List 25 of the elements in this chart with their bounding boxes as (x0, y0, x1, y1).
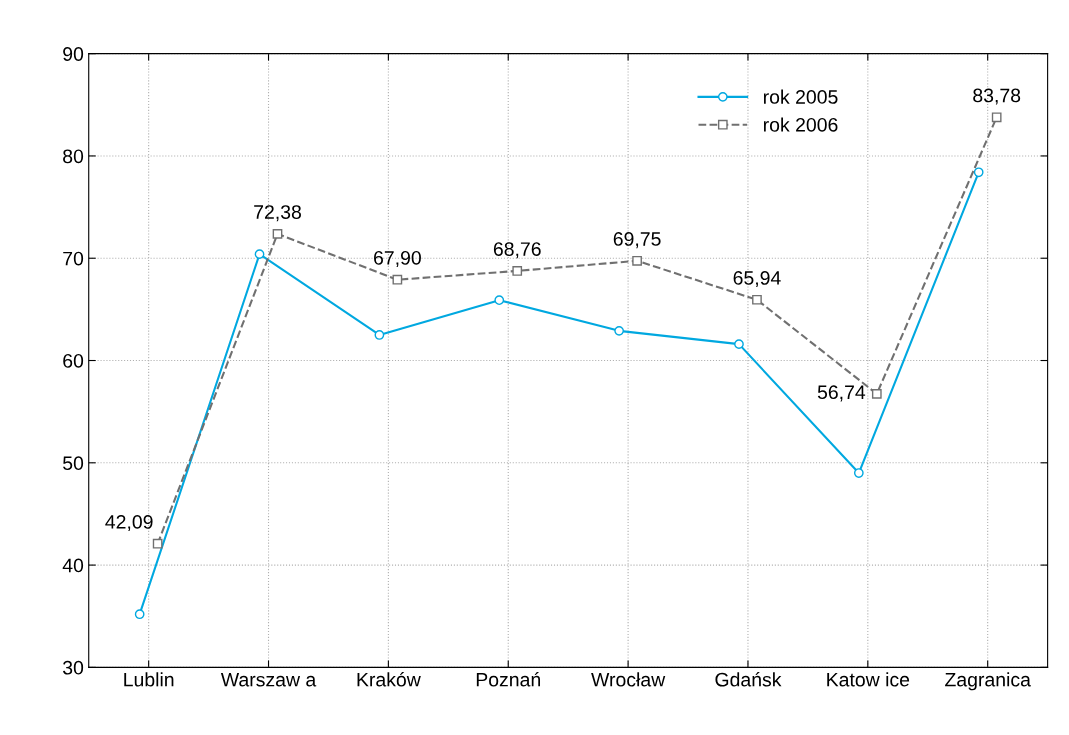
data-label: 69,75 (613, 232, 661, 249)
y-tick-label: 50 (63, 456, 84, 471)
y-tick-label: 90 (63, 47, 84, 61)
data-label: 68,76 (493, 242, 541, 259)
x-tick-label: Lublin (124, 672, 174, 687)
legend-label: rok 2006 (763, 117, 838, 132)
data-label: 42,09 (105, 514, 153, 532)
data-label: 65,94 (733, 271, 781, 288)
data-label: 83,78 (973, 88, 1021, 105)
y-tick-label: 40 (62, 558, 84, 573)
y-tick-label: 70 (63, 251, 84, 266)
y-tick-label: 30 (62, 660, 84, 675)
data-label: 56,74 (817, 385, 866, 402)
x-tick-label: Poznań (476, 672, 541, 687)
x-tick-label: Warszaw a (220, 672, 317, 687)
data-label: 72,38 (254, 205, 301, 222)
y-tick-label: 80 (63, 149, 84, 164)
x-tick-label: Gdańsk (715, 672, 782, 687)
legend-label: rok 2005 (763, 89, 838, 104)
x-tick-label: Wrocław (591, 672, 666, 687)
y-tick-label: 60 (63, 353, 84, 368)
x-tick-label: Zagranica (945, 672, 1031, 691)
x-tick-label: Katow ice (827, 672, 910, 687)
x-tick-label: Kraków (357, 672, 421, 687)
data-label: 67,90 (374, 250, 421, 268)
